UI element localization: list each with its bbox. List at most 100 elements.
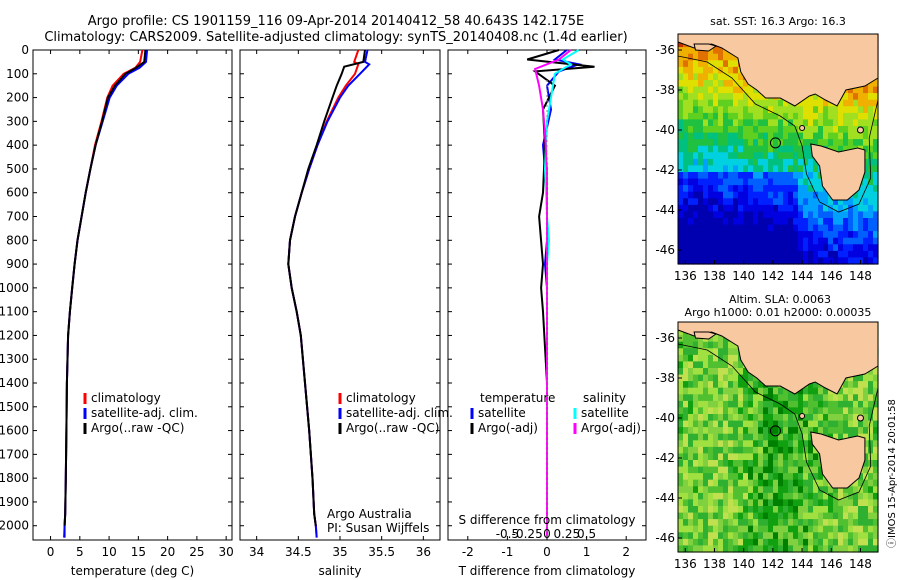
map-cell: [813, 244, 819, 252]
annotation-text: Argo Australia: [327, 507, 412, 521]
y-tick-label: 600: [6, 186, 29, 200]
map-cell: [713, 532, 719, 540]
map-cell: [728, 486, 734, 494]
map-cell: [723, 519, 729, 527]
map-cell: [758, 93, 764, 101]
map-cell: [718, 112, 724, 121]
map-cell: [853, 519, 859, 527]
map-cell: [838, 414, 844, 422]
map-cell: [688, 525, 694, 533]
map-cell: [763, 178, 769, 186]
map-cell: [738, 204, 744, 213]
map-cell: [768, 473, 774, 481]
map-cell: [733, 420, 739, 428]
map-cell: [723, 198, 729, 206]
legend-entry: Argo(..raw -QC): [91, 421, 184, 435]
map-cell: [853, 119, 859, 127]
map-cell: [778, 244, 784, 252]
map-cell: [788, 185, 794, 193]
map-cell: [833, 420, 839, 428]
map-cell: [793, 519, 799, 527]
map-cell: [693, 224, 699, 232]
map-cell: [728, 152, 734, 160]
map-cell: [773, 237, 779, 245]
map-cell: [868, 112, 874, 121]
x-tick-label-secondary: -0.25: [512, 527, 543, 541]
map-cell: [688, 414, 694, 422]
map-cell: [763, 165, 769, 173]
map-cell: [803, 460, 809, 468]
map-cell: [713, 400, 719, 409]
map-cell: [683, 512, 689, 520]
map-cell: [828, 106, 834, 114]
map-cell: [788, 204, 794, 213]
map-cell: [713, 407, 719, 415]
plot-frame-2: [239, 49, 441, 541]
map-cell: [733, 126, 739, 134]
map-cell: [758, 400, 764, 409]
map-cell: [803, 244, 809, 252]
map-cell: [803, 152, 809, 160]
map-cell: [738, 400, 744, 409]
map-cell: [713, 211, 719, 219]
map-cell: [858, 198, 864, 206]
map-cell: [703, 53, 709, 61]
map-cell: [788, 132, 794, 140]
map-cell: [768, 211, 774, 219]
map-cell: [693, 66, 699, 75]
map-cell: [783, 211, 789, 219]
map-cell: [873, 126, 879, 134]
map-cell: [763, 211, 769, 219]
map-cell: [708, 119, 714, 127]
map-cell: [723, 440, 729, 448]
map-cell: [678, 112, 684, 121]
map-cell: [823, 112, 829, 121]
map-cell: [778, 387, 784, 395]
y-tick-label: 1200: [0, 328, 29, 342]
map-cell: [738, 218, 744, 226]
map-cell: [723, 139, 729, 147]
map-cell: [788, 545, 794, 553]
map-cell: [763, 427, 769, 435]
map-cell: [688, 60, 694, 68]
map-cell: [783, 466, 789, 474]
map-cell: [688, 348, 694, 356]
map-cell: [798, 237, 804, 245]
map-cell: [853, 231, 859, 239]
map-cell: [873, 532, 879, 540]
map-cell: [683, 47, 689, 55]
map-cell: [843, 387, 849, 395]
map-cell: [768, 112, 774, 121]
map-cell: [683, 492, 689, 501]
map-cell: [718, 53, 724, 61]
map-cell: [738, 427, 744, 435]
map-cell: [768, 126, 774, 134]
map-cell: [748, 387, 754, 395]
map-cell: [813, 257, 819, 265]
map-cell: [753, 237, 759, 245]
map-cell: [783, 152, 789, 160]
map-cell: [688, 211, 694, 219]
map-cell: [688, 492, 694, 501]
map-cell: [773, 218, 779, 226]
map-cell: [768, 387, 774, 395]
map-cell: [838, 506, 844, 514]
map-cell: [733, 237, 739, 245]
map-cell: [758, 152, 764, 160]
map-cell: [698, 453, 704, 461]
map-cell: [783, 440, 789, 448]
map-cell: [733, 486, 739, 494]
map-cell: [698, 119, 704, 127]
map-cell: [713, 512, 719, 520]
map-cell: [788, 126, 794, 134]
map-cell: [793, 250, 799, 259]
map-cell: [808, 211, 814, 219]
map-cell: [868, 519, 874, 527]
map-cell: [683, 335, 689, 343]
map-cell: [698, 244, 704, 252]
map-cell: [753, 218, 759, 226]
map-cell: [723, 348, 729, 356]
map-cell: [683, 466, 689, 474]
map-cell: [683, 354, 689, 363]
map-cell: [743, 218, 749, 226]
